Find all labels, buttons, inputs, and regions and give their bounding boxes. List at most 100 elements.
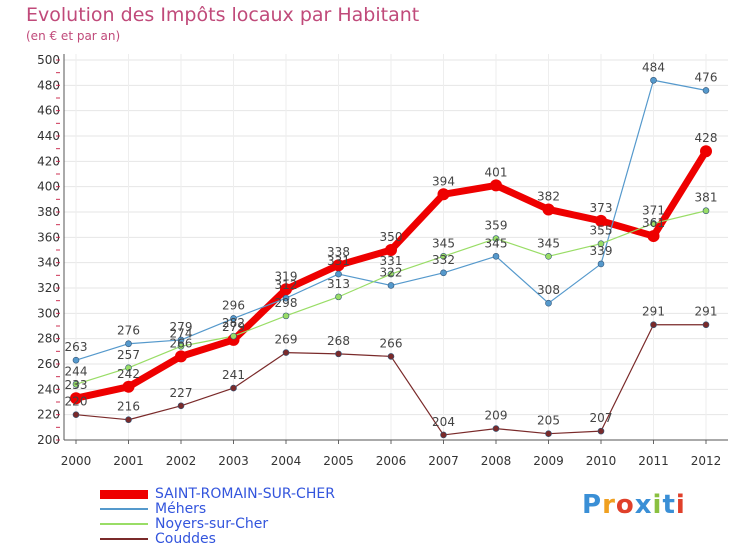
data-label: 266 (380, 336, 403, 350)
data-label: 345 (485, 236, 508, 250)
data-label: 279 (170, 320, 193, 334)
data-point (542, 203, 555, 216)
data-point (597, 240, 605, 247)
data-point (282, 312, 290, 320)
data-point (702, 207, 710, 215)
data-label: 216 (117, 400, 140, 414)
data-label: 207 (590, 411, 613, 425)
y-tick-label: 200 (37, 433, 60, 447)
y-tick-label: 260 (37, 357, 60, 371)
y-tick-label: 400 (37, 180, 60, 194)
data-label: 359 (485, 219, 508, 233)
data-point (282, 349, 290, 356)
data-point (650, 76, 657, 84)
data-point (545, 253, 552, 260)
data-point (440, 269, 447, 277)
y-tick-label: 440 (37, 129, 60, 143)
x-tick-label: 2008 (481, 454, 512, 468)
data-label: 331 (327, 254, 350, 268)
data-point (650, 220, 657, 227)
data-label: 257 (117, 348, 140, 362)
legend-swatch (100, 489, 148, 499)
data-label: 332 (432, 253, 455, 267)
data-point (175, 350, 187, 363)
data-point (597, 427, 605, 435)
y-tick-label: 240 (37, 382, 60, 396)
data-label: 269 (275, 333, 298, 347)
data-label: 339 (590, 244, 613, 258)
y-tick-label: 280 (37, 332, 60, 346)
x-tick-label: 2007 (428, 454, 459, 468)
data-label: 296 (222, 298, 245, 312)
chart-subtitle: (en € et par an) (26, 29, 121, 43)
legend-swatch (100, 538, 148, 540)
data-label: 371 (642, 203, 665, 217)
data-point (440, 431, 447, 439)
legend-swatch (100, 523, 148, 525)
data-point (700, 145, 712, 158)
data-label: 361 (642, 216, 665, 230)
data-point (492, 235, 500, 242)
data-point (230, 332, 237, 340)
data-point (387, 282, 395, 289)
data-label: 382 (537, 189, 560, 203)
data-label: 319 (275, 269, 298, 283)
data-label: 205 (537, 414, 560, 428)
legend-label: Méhers (155, 501, 207, 517)
data-point (437, 188, 450, 201)
data-label: 268 (327, 334, 350, 348)
data-point (385, 244, 397, 256)
data-label: 476 (695, 70, 718, 84)
y-tick-label: 500 (37, 53, 60, 67)
data-point (332, 259, 345, 272)
data-point (230, 315, 237, 322)
data-label: 274 (170, 326, 193, 340)
y-tick-label: 320 (37, 281, 60, 295)
x-tick-label: 2002 (166, 454, 197, 468)
data-point (335, 350, 342, 358)
data-label: 401 (485, 165, 508, 179)
data-label: 373 (590, 201, 613, 215)
data-label: 331 (380, 254, 403, 268)
data-label: 338 (327, 245, 350, 259)
data-label: 241 (222, 368, 245, 382)
data-point (72, 411, 80, 418)
x-tick-label: 2006 (376, 454, 407, 468)
y-tick-label: 380 (37, 205, 60, 219)
data-point (595, 214, 607, 227)
data-label: 355 (590, 224, 613, 238)
x-tick-label: 2003 (218, 454, 249, 468)
x-tick-label: 2011 (638, 454, 669, 468)
proxiti-logo: Proxiti (582, 490, 686, 520)
data-point (702, 321, 710, 329)
data-label: 345 (537, 236, 560, 250)
data-point (280, 283, 292, 296)
data-point (650, 321, 657, 329)
data-point (125, 416, 132, 424)
x-tick-label: 2012 (691, 454, 722, 468)
data-point (702, 87, 710, 94)
data-point (335, 293, 342, 301)
y-tick-label: 480 (37, 78, 60, 92)
data-label: 484 (642, 60, 665, 74)
data-point (177, 402, 185, 410)
data-label: 428 (695, 131, 718, 145)
data-label: 282 (222, 316, 245, 330)
data-label: 312 (275, 278, 298, 292)
data-label: 209 (485, 409, 508, 423)
y-tick-label: 300 (37, 306, 60, 320)
data-label: 266 (170, 336, 193, 350)
data-label: 227 (170, 386, 193, 400)
data-point (125, 340, 132, 348)
data-point (72, 356, 80, 364)
data-point (177, 336, 185, 344)
data-point (492, 425, 500, 432)
data-label: 291 (642, 305, 665, 319)
data-label: 233 (65, 378, 88, 392)
data-label: 204 (432, 415, 455, 429)
data-point (230, 384, 237, 392)
y-tick-label: 340 (37, 256, 60, 270)
data-label: 381 (695, 191, 718, 205)
